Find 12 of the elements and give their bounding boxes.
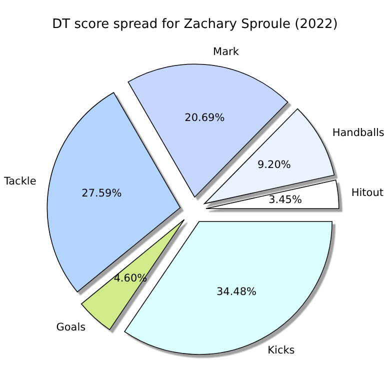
data-label: 20.69%: [184, 112, 225, 124]
data-label: 9.20%: [258, 159, 291, 172]
slice-label: Goals: [56, 322, 86, 334]
slice-label: Kicks: [268, 344, 295, 357]
data-label: 3.45%: [268, 194, 302, 206]
data-label: 27.59%: [82, 187, 122, 200]
slice-label: Handballs: [332, 126, 384, 139]
slice-label: Tackle: [2, 175, 36, 188]
data-label: 34.48%: [216, 286, 257, 298]
chart-title: DT score spread for Zachary Sproule (2022): [52, 17, 338, 32]
slice-label: Mark: [213, 46, 240, 58]
slice-label: Hitout: [351, 186, 384, 199]
